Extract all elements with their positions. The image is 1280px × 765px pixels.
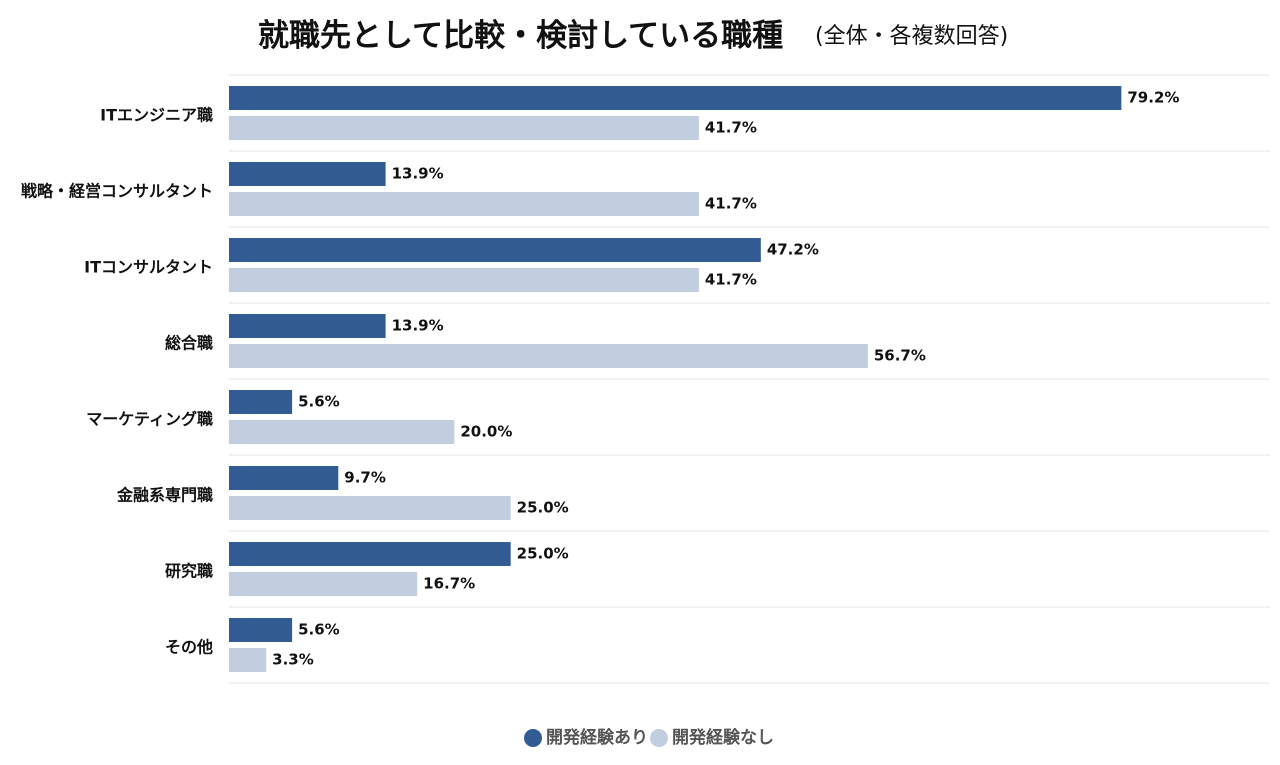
legend-label: 開発経験なし (672, 727, 774, 748)
bar-with-experience (229, 542, 511, 566)
data-label: 5.6% (298, 393, 340, 411)
data-label: 9.7% (344, 469, 386, 487)
legend-marker-icon (650, 729, 668, 747)
bar-without-experience (229, 420, 455, 444)
bar-without-experience (229, 192, 699, 216)
data-label: 41.7% (705, 119, 757, 137)
bar-without-experience (229, 496, 511, 520)
data-label: 16.7% (423, 575, 475, 593)
plot-area: ITエンジニア職 79.2% 41.7% 戦略・経営コンサルタント 13.9% 41.7%… (21, 74, 1270, 684)
category-label: 総合職 (165, 334, 213, 353)
data-label: 5.6% (298, 621, 340, 639)
category-label: 戦略・経営コンサルタント (21, 182, 213, 201)
bar-without-experience (229, 268, 699, 292)
bar-with-experience (229, 314, 386, 338)
category-label: マーケティング職 (86, 410, 213, 429)
category-label: 金融系専門職 (116, 486, 213, 505)
bar-without-experience (229, 572, 418, 596)
bar-with-experience (229, 86, 1122, 110)
legend-marker-icon (524, 729, 542, 747)
bar-without-experience (229, 344, 868, 368)
data-label: 25.0% (517, 545, 569, 563)
bar-with-experience (229, 618, 293, 642)
category-label: 研究職 (165, 562, 213, 581)
data-label: 41.7% (705, 195, 757, 213)
data-label: 56.7% (874, 347, 926, 365)
legend-label: 開発経験あり (546, 727, 648, 748)
data-label: 13.9% (392, 317, 444, 335)
legend: 開発経験あり 開発経験なし (524, 727, 774, 748)
bar-without-experience (229, 648, 267, 672)
data-label: 13.9% (392, 165, 444, 183)
category-label: ITコンサルタント (84, 258, 213, 277)
bar-with-experience (229, 466, 339, 490)
bar-without-experience (229, 116, 699, 140)
bar-with-experience (229, 390, 293, 414)
data-label: 25.0% (517, 499, 569, 517)
data-label: 20.0% (460, 423, 512, 441)
data-label: 47.2% (767, 241, 819, 259)
data-label: 3.3% (272, 651, 314, 669)
data-label: 79.2% (1127, 89, 1179, 107)
category-label: ITエンジニア職 (100, 106, 213, 125)
chart-subtitle: (全体・各複数回答) (815, 24, 1008, 49)
category-label: その他 (165, 638, 213, 657)
chart-title: 就職先として比較・検討している職種 (全体・各複数回答) (258, 18, 1008, 54)
bar-with-experience (229, 238, 761, 262)
chart-title-main: 就職先として比較・検討している職種 (258, 18, 783, 54)
data-label: 41.7% (705, 271, 757, 289)
bar-with-experience (229, 162, 386, 186)
